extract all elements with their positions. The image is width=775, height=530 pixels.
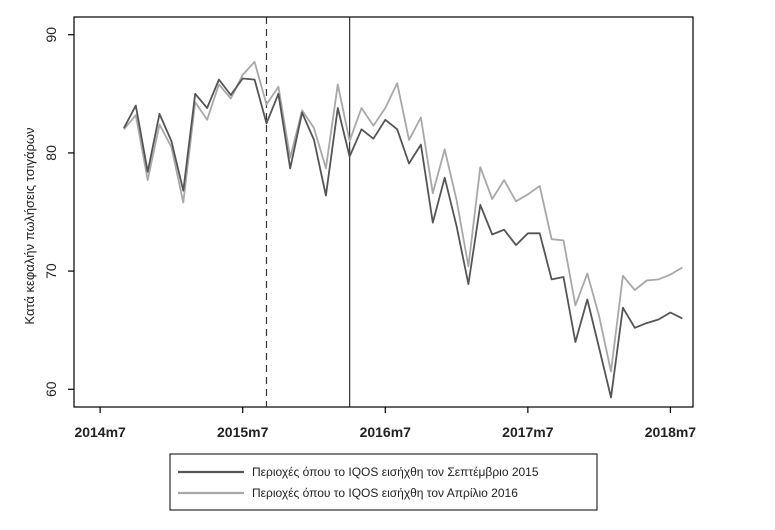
legend: Περιοχές όπου το IQOS εισήχθη τον Σεπτέμ… [169,453,598,511]
legend-box [169,453,598,511]
x-tick-label: 2017m7 [502,424,554,440]
y-axis: 60 70 80 90 [43,27,74,397]
x-tick-label: 2018m7 [645,424,697,440]
x-tick-label: 2016m7 [360,424,412,440]
plot-frame [73,16,694,408]
y-axis-label: Κατά κεφαλήν πωλήσεις τσιγάρων [22,127,37,324]
x-tick-label: 2015m7 [217,424,269,440]
x-axis: 2014m7 2015m7 2016m7 2017m7 2018m7 [74,407,696,440]
y-tick-label: 70 [43,263,59,279]
series-line-apr2016 [123,61,683,373]
y-tick-label: 60 [43,381,59,397]
reference-lines [265,17,351,407]
y-tick-label: 80 [43,145,59,161]
y-tick-label: 90 [43,27,59,43]
series-line-sep2015 [123,77,683,399]
legend-label-apr2016: Περιοχές όπου το IQOS εισήχθη τον Απρίλι… [252,486,518,500]
x-tick-label: 2014m7 [74,424,126,440]
series-lines [123,61,683,399]
legend-label-sep2015: Περιοχές όπου το IQOS εισήχθη τον Σεπτέμ… [252,465,539,479]
